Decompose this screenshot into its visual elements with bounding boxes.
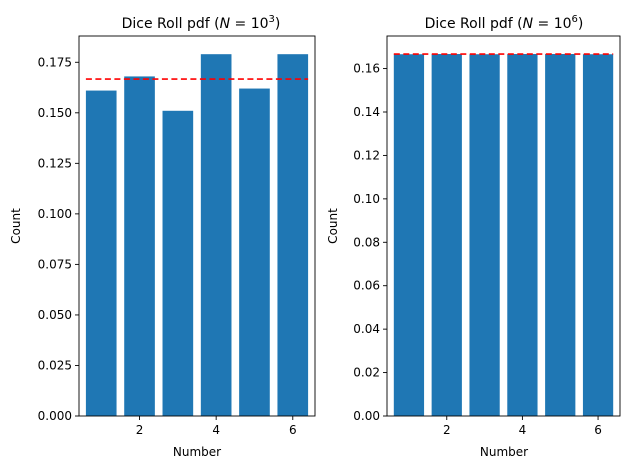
right-x-tick-label: 2 <box>443 423 451 437</box>
left-bar-5 <box>239 88 270 417</box>
right-y-tick-label: 0.12 <box>353 148 380 162</box>
right-y-axis-label: Count <box>326 208 340 244</box>
right-y-tick-label: 0.00 <box>353 409 380 423</box>
left-bar-1 <box>85 90 117 416</box>
right-y-tick-label: 0.10 <box>353 192 380 206</box>
left-y-tick-label: 0.125 <box>38 156 72 170</box>
right-bar-6 <box>582 54 614 417</box>
left-bar-2 <box>124 76 155 417</box>
left-bar-3 <box>162 110 194 416</box>
left-bar-4 <box>200 54 232 416</box>
right-y-tick-label: 0.16 <box>353 62 380 76</box>
left-y-tick-label: 0.075 <box>38 257 72 271</box>
left-x-axis-label: Number <box>173 445 221 459</box>
left-x-tick-label: 6 <box>289 423 297 437</box>
right-bar-2 <box>431 54 462 417</box>
left-y-axis-label: Count <box>9 208 23 244</box>
right-y-tick-label: 0.06 <box>353 279 380 293</box>
left-chart-title: Dice Roll pdf (N = 103) <box>122 14 281 32</box>
right-y-tick-label: 0.02 <box>353 366 380 380</box>
right-bar-1 <box>393 54 425 417</box>
right-plot-area: 0.00 0.02 0.04 0.06 0.08 0.10 0.12 0.14 0.16 2 4 6 <box>353 35 621 437</box>
left-y-tick-label: 0.175 <box>38 55 72 69</box>
right-chart-panel: Dice Roll pdf (N = 106) 0.00 0.02 0.04 0.06… <box>326 14 621 459</box>
right-bar-4 <box>507 54 538 417</box>
right-y-tick-label: 0.14 <box>353 105 380 119</box>
left-x-tick-label: 2 <box>136 423 144 437</box>
right-bar-5 <box>545 54 576 417</box>
left-y-tick-label: 0.050 <box>38 308 72 322</box>
right-axes-frame <box>386 35 621 417</box>
left-x-tick-label: 4 <box>212 423 220 437</box>
left-y-tick-label: 0.100 <box>38 207 72 221</box>
right-x-axis-label: Number <box>480 445 528 459</box>
right-bar-3 <box>469 54 500 417</box>
left-bar-6 <box>277 54 309 416</box>
right-y-tick-label: 0.04 <box>353 322 380 336</box>
right-x-tick-label: 6 <box>594 423 602 437</box>
left-y-tick-label: 0.150 <box>38 106 72 120</box>
right-y-tick-label: 0.08 <box>353 235 380 249</box>
left-y-tick-label: 0.025 <box>38 358 72 372</box>
left-chart-panel: Dice Roll pdf (N = 103) 0.0000.0250.0500… <box>9 14 316 459</box>
left-plot-area: 0.000 0.025 0.050 0.075 0.100 0.125 0.150 0.175… <box>38 35 316 437</box>
right-x-tick-label: 4 <box>519 423 527 437</box>
right-chart-title: Dice Roll pdf (N = 106) <box>425 14 584 32</box>
left-y-tick-label: 0.000 <box>38 409 72 423</box>
left-axes-frame <box>78 35 316 417</box>
